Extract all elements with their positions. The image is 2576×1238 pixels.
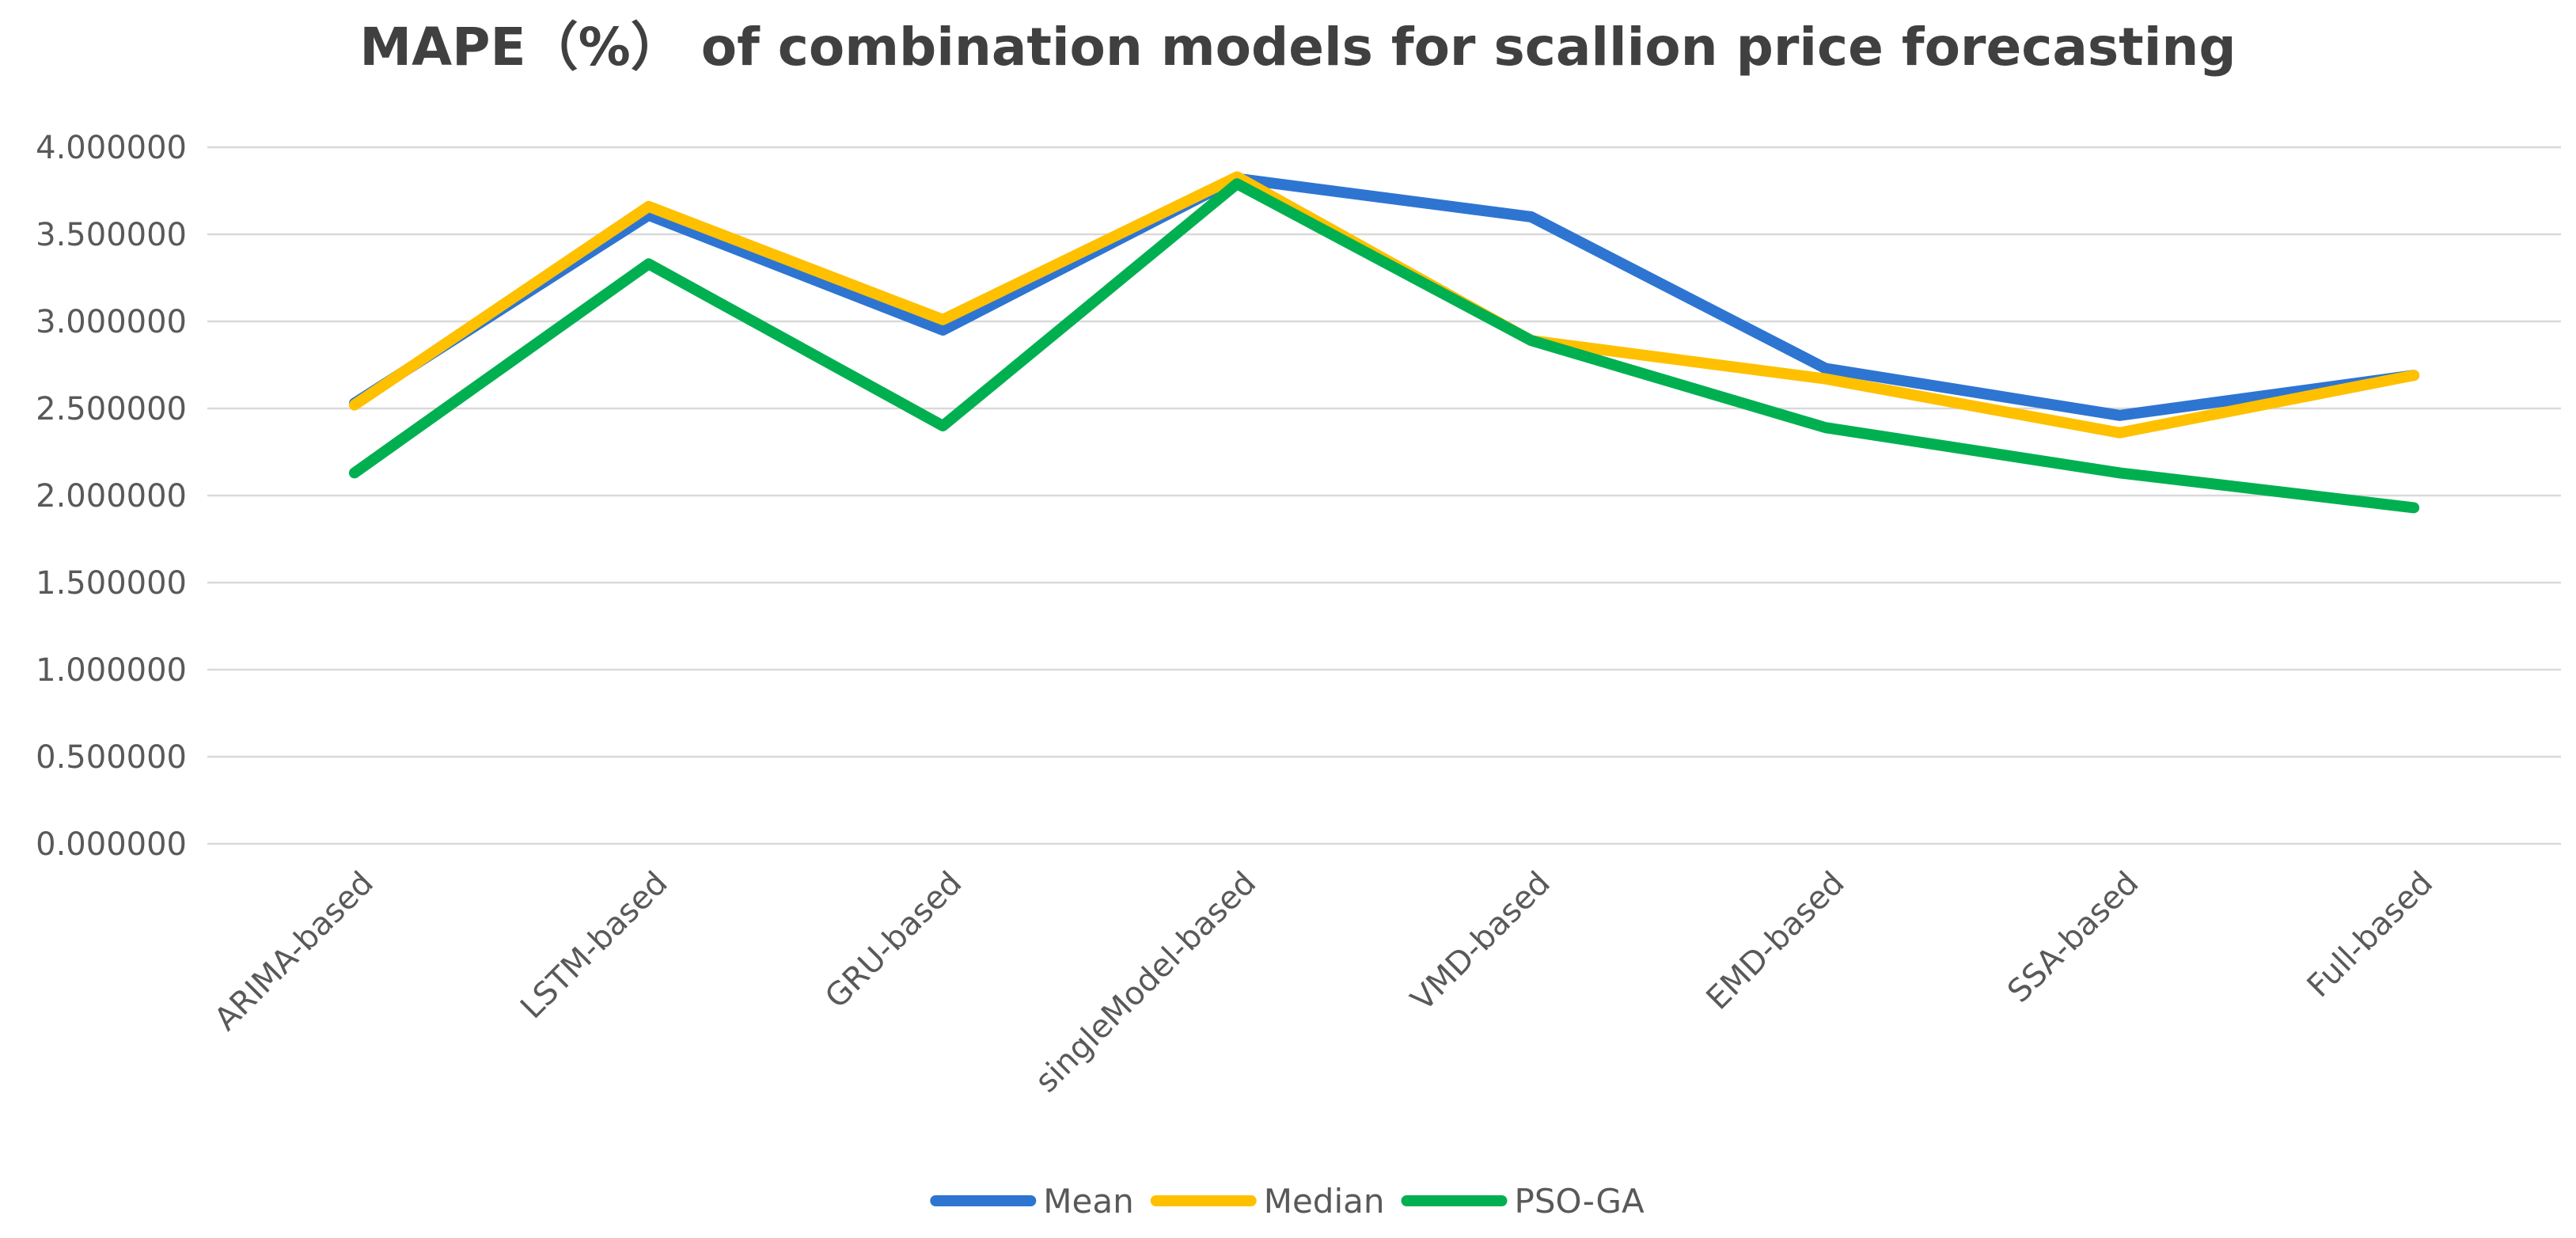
y-tick-label: 2.000000	[36, 478, 187, 515]
legend-label: Median	[1264, 1182, 1385, 1221]
series-lines	[348, 171, 2420, 514]
y-tick-label: 1.000000	[36, 652, 187, 689]
y-tick-label: 2.500000	[36, 391, 187, 427]
series-line-median	[348, 171, 2420, 439]
series-line-mean	[348, 173, 2420, 421]
x-tick-label: SSA-based	[2001, 865, 2145, 1010]
y-tick-label: 0.000000	[36, 826, 187, 863]
y-tick-label: 3.000000	[36, 304, 187, 340]
x-tick-label: singleModel-based	[1028, 865, 1263, 1100]
legend-label: Mean	[1043, 1182, 1133, 1221]
legend-label: PSO-GA	[1515, 1182, 1645, 1221]
x-tick-label: LSTM-based	[514, 865, 675, 1027]
x-tick-label: Full-based	[2301, 865, 2440, 1004]
y-axis-tick-labels: 0.000000 0.500000 1.000000 1.500000 2.000000…	[36, 130, 187, 863]
legend: Mean Median PSO-GA	[930, 1182, 1645, 1221]
x-tick-label: GRU-based	[818, 865, 969, 1016]
y-tick-label: 0.500000	[36, 739, 187, 776]
y-tick-label: 1.500000	[36, 565, 187, 602]
series-line-pso-ga	[348, 178, 2420, 514]
y-tick-label: 4.000000	[36, 130, 187, 166]
gridlines	[207, 146, 2561, 845]
x-axis-tick-labels: ARIMA-based LSTM-based GRU-based singleMode…	[207, 865, 2440, 1100]
y-tick-label: 3.500000	[36, 217, 187, 253]
x-tick-label: EMD-based	[1700, 865, 1852, 1017]
chart-title: MAPE（%） of combination models for scalli…	[359, 17, 2236, 78]
x-tick-label: VMD-based	[1404, 865, 1557, 1019]
x-tick-label: ARIMA-based	[207, 865, 381, 1039]
